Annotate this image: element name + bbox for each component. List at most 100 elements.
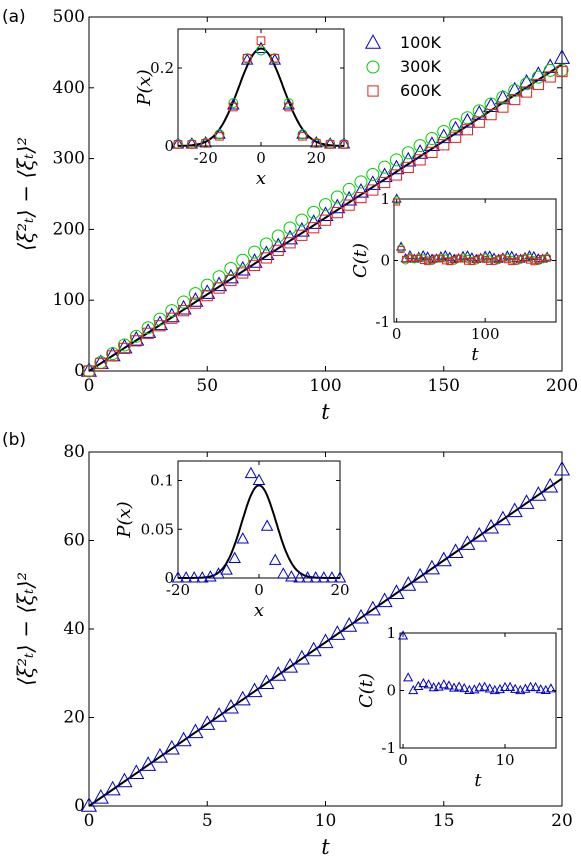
a_inset_px-xtick-label: 0 xyxy=(256,149,266,167)
a_main-point-300K xyxy=(319,198,332,212)
a_main-ylabel: ⟨ξ²ₜ⟩ − ⟨ξₜ⟩² xyxy=(14,137,38,251)
b_main-ylabel: ⟨ξ²ₜ⟩ − ⟨ξₜ⟩² xyxy=(14,572,38,686)
a_main-point-300K xyxy=(425,132,439,146)
a_main-point-300K xyxy=(82,364,96,378)
b_main-point-data xyxy=(483,518,500,534)
b_main-point-data xyxy=(128,764,145,780)
a_main-point-600K xyxy=(473,116,485,128)
b_main-ytick-label: 40 xyxy=(63,619,85,639)
a_main-ytick-label: 0 xyxy=(74,361,85,381)
b_inset_px-point-data xyxy=(228,551,241,563)
b_inset_px-point-data xyxy=(260,519,274,531)
a_main-xtick-label: 0 xyxy=(84,376,95,396)
b_inset_ct-xtick-label: 0 xyxy=(398,751,408,769)
b_inset_px-point-data xyxy=(325,571,339,583)
a_inset_ct-xtick-label: 100 xyxy=(471,325,500,343)
a_inset_ct-xlabel: t xyxy=(471,344,479,365)
a_inset_ct-ytick-label: 0 xyxy=(380,252,390,270)
a_main-point-300K xyxy=(437,125,451,139)
a_main-point-600K xyxy=(379,176,391,189)
b_main-point-data xyxy=(270,666,287,681)
a_main-point-300K xyxy=(508,84,522,98)
a_inset_ct-point-600K xyxy=(503,256,511,264)
a_main-point-300K xyxy=(342,182,356,196)
a_inset_ct-point-600K xyxy=(455,254,463,262)
a_inset_ct-point-100K xyxy=(391,193,402,203)
b_main-xlabel: t xyxy=(321,835,330,859)
a_main-point-100K xyxy=(128,330,145,346)
a_inset_px-point-600K xyxy=(229,102,238,112)
a_inset_ct-point-600K xyxy=(525,256,533,264)
b_inset_px-point-data xyxy=(285,570,298,582)
a_inset_ct-point-300K xyxy=(485,255,494,264)
a_inset_px-point-600K xyxy=(339,140,349,149)
b_main-point-data xyxy=(364,600,381,616)
a_main-point-600K xyxy=(367,184,379,196)
a_main-point-600K xyxy=(142,327,154,339)
a_main-point-300K xyxy=(413,139,427,153)
a_inset_ct-point-600K xyxy=(410,254,418,262)
b_main-ytick-label: 20 xyxy=(63,708,85,728)
a_inset_px-point-300K xyxy=(256,45,266,56)
b_main-point-data xyxy=(518,494,535,509)
a_inset_px-point-100K xyxy=(282,98,295,110)
a_inset_ct-point-600K xyxy=(450,256,458,264)
a_main-point-300K xyxy=(496,90,510,104)
b_main-point-data xyxy=(341,617,358,632)
b_inset_ct-point-data xyxy=(510,683,521,693)
a_inset_ct-point-300K xyxy=(472,256,481,265)
a_inset_ct-point-300K xyxy=(529,256,538,265)
a_main-point-100K xyxy=(305,214,322,229)
a_inset_ct-point-600K xyxy=(424,258,432,266)
b_inset_ct-xtick-label: 10 xyxy=(495,751,514,769)
a_main-point-600K xyxy=(319,214,332,226)
b_inset_px-point-data xyxy=(236,532,250,544)
a_inset_ct-point-600K xyxy=(517,255,525,263)
a_main-point-100K xyxy=(222,268,239,284)
a_inset_px-point-600K xyxy=(270,53,280,63)
a_main-point-600K xyxy=(201,289,213,302)
a_main-point-300K xyxy=(200,278,214,292)
a_inset_ct-xtick-label: 0 xyxy=(392,325,402,343)
a_inset_px-frame xyxy=(177,28,345,147)
a_inset_px-ylabel: P(x) xyxy=(134,69,155,106)
a_inset_ct-point-600K xyxy=(419,257,427,265)
a_main-xtick-label: 100 xyxy=(309,376,341,396)
a_inset_ct-point-600K xyxy=(433,254,440,262)
b_main-point-data xyxy=(187,723,204,739)
a_main-point-100K xyxy=(151,315,168,331)
a_main-point-300K xyxy=(531,70,545,84)
a_main-point-600K xyxy=(461,124,473,136)
legend: 100K 300K 600K xyxy=(364,33,442,100)
b_main-point-data xyxy=(116,772,133,788)
b_inset_px-point-data xyxy=(293,571,306,583)
a_inset_ct-point-600K xyxy=(499,254,507,262)
b_main-xtick-label: 20 xyxy=(551,811,573,831)
a_inset_ct-point-600K xyxy=(437,255,445,263)
a_inset_ct-point-300K xyxy=(507,255,516,264)
b_main-frame xyxy=(88,451,563,807)
b_main-point-data xyxy=(376,592,393,608)
b_inset_ct-point-data xyxy=(459,682,470,693)
a_main-point-100K xyxy=(329,198,346,214)
legend-label-600K: 600K xyxy=(400,81,442,100)
a_inset_ct-point-100K xyxy=(422,251,433,261)
panel-a-inset-distribution: -20 0 20 0 0.2 x P(x) xyxy=(134,28,351,189)
a_inset_ct-point-600K xyxy=(459,255,467,263)
a_main-point-600K xyxy=(225,274,237,287)
a_main-point-100K xyxy=(211,276,228,292)
a_main-xtick-label: 150 xyxy=(428,376,460,396)
b_inset_ct-point-data xyxy=(535,684,546,694)
b_main-point-data xyxy=(329,625,346,640)
b_inset_px-point-data xyxy=(333,571,347,583)
a_main-point-100K xyxy=(317,206,334,222)
a_main-point-300K xyxy=(449,118,463,132)
b_main-point-data xyxy=(435,551,452,567)
a_main-point-300K xyxy=(389,153,403,167)
b_inset_px-ytick-label: 0.1 xyxy=(150,472,174,490)
a_inset_px-ytick-label: 0 xyxy=(164,137,174,155)
b_inset_px-point-data xyxy=(309,571,322,583)
a_main-point-600K xyxy=(260,252,272,264)
legend-marker-600K xyxy=(367,85,379,97)
